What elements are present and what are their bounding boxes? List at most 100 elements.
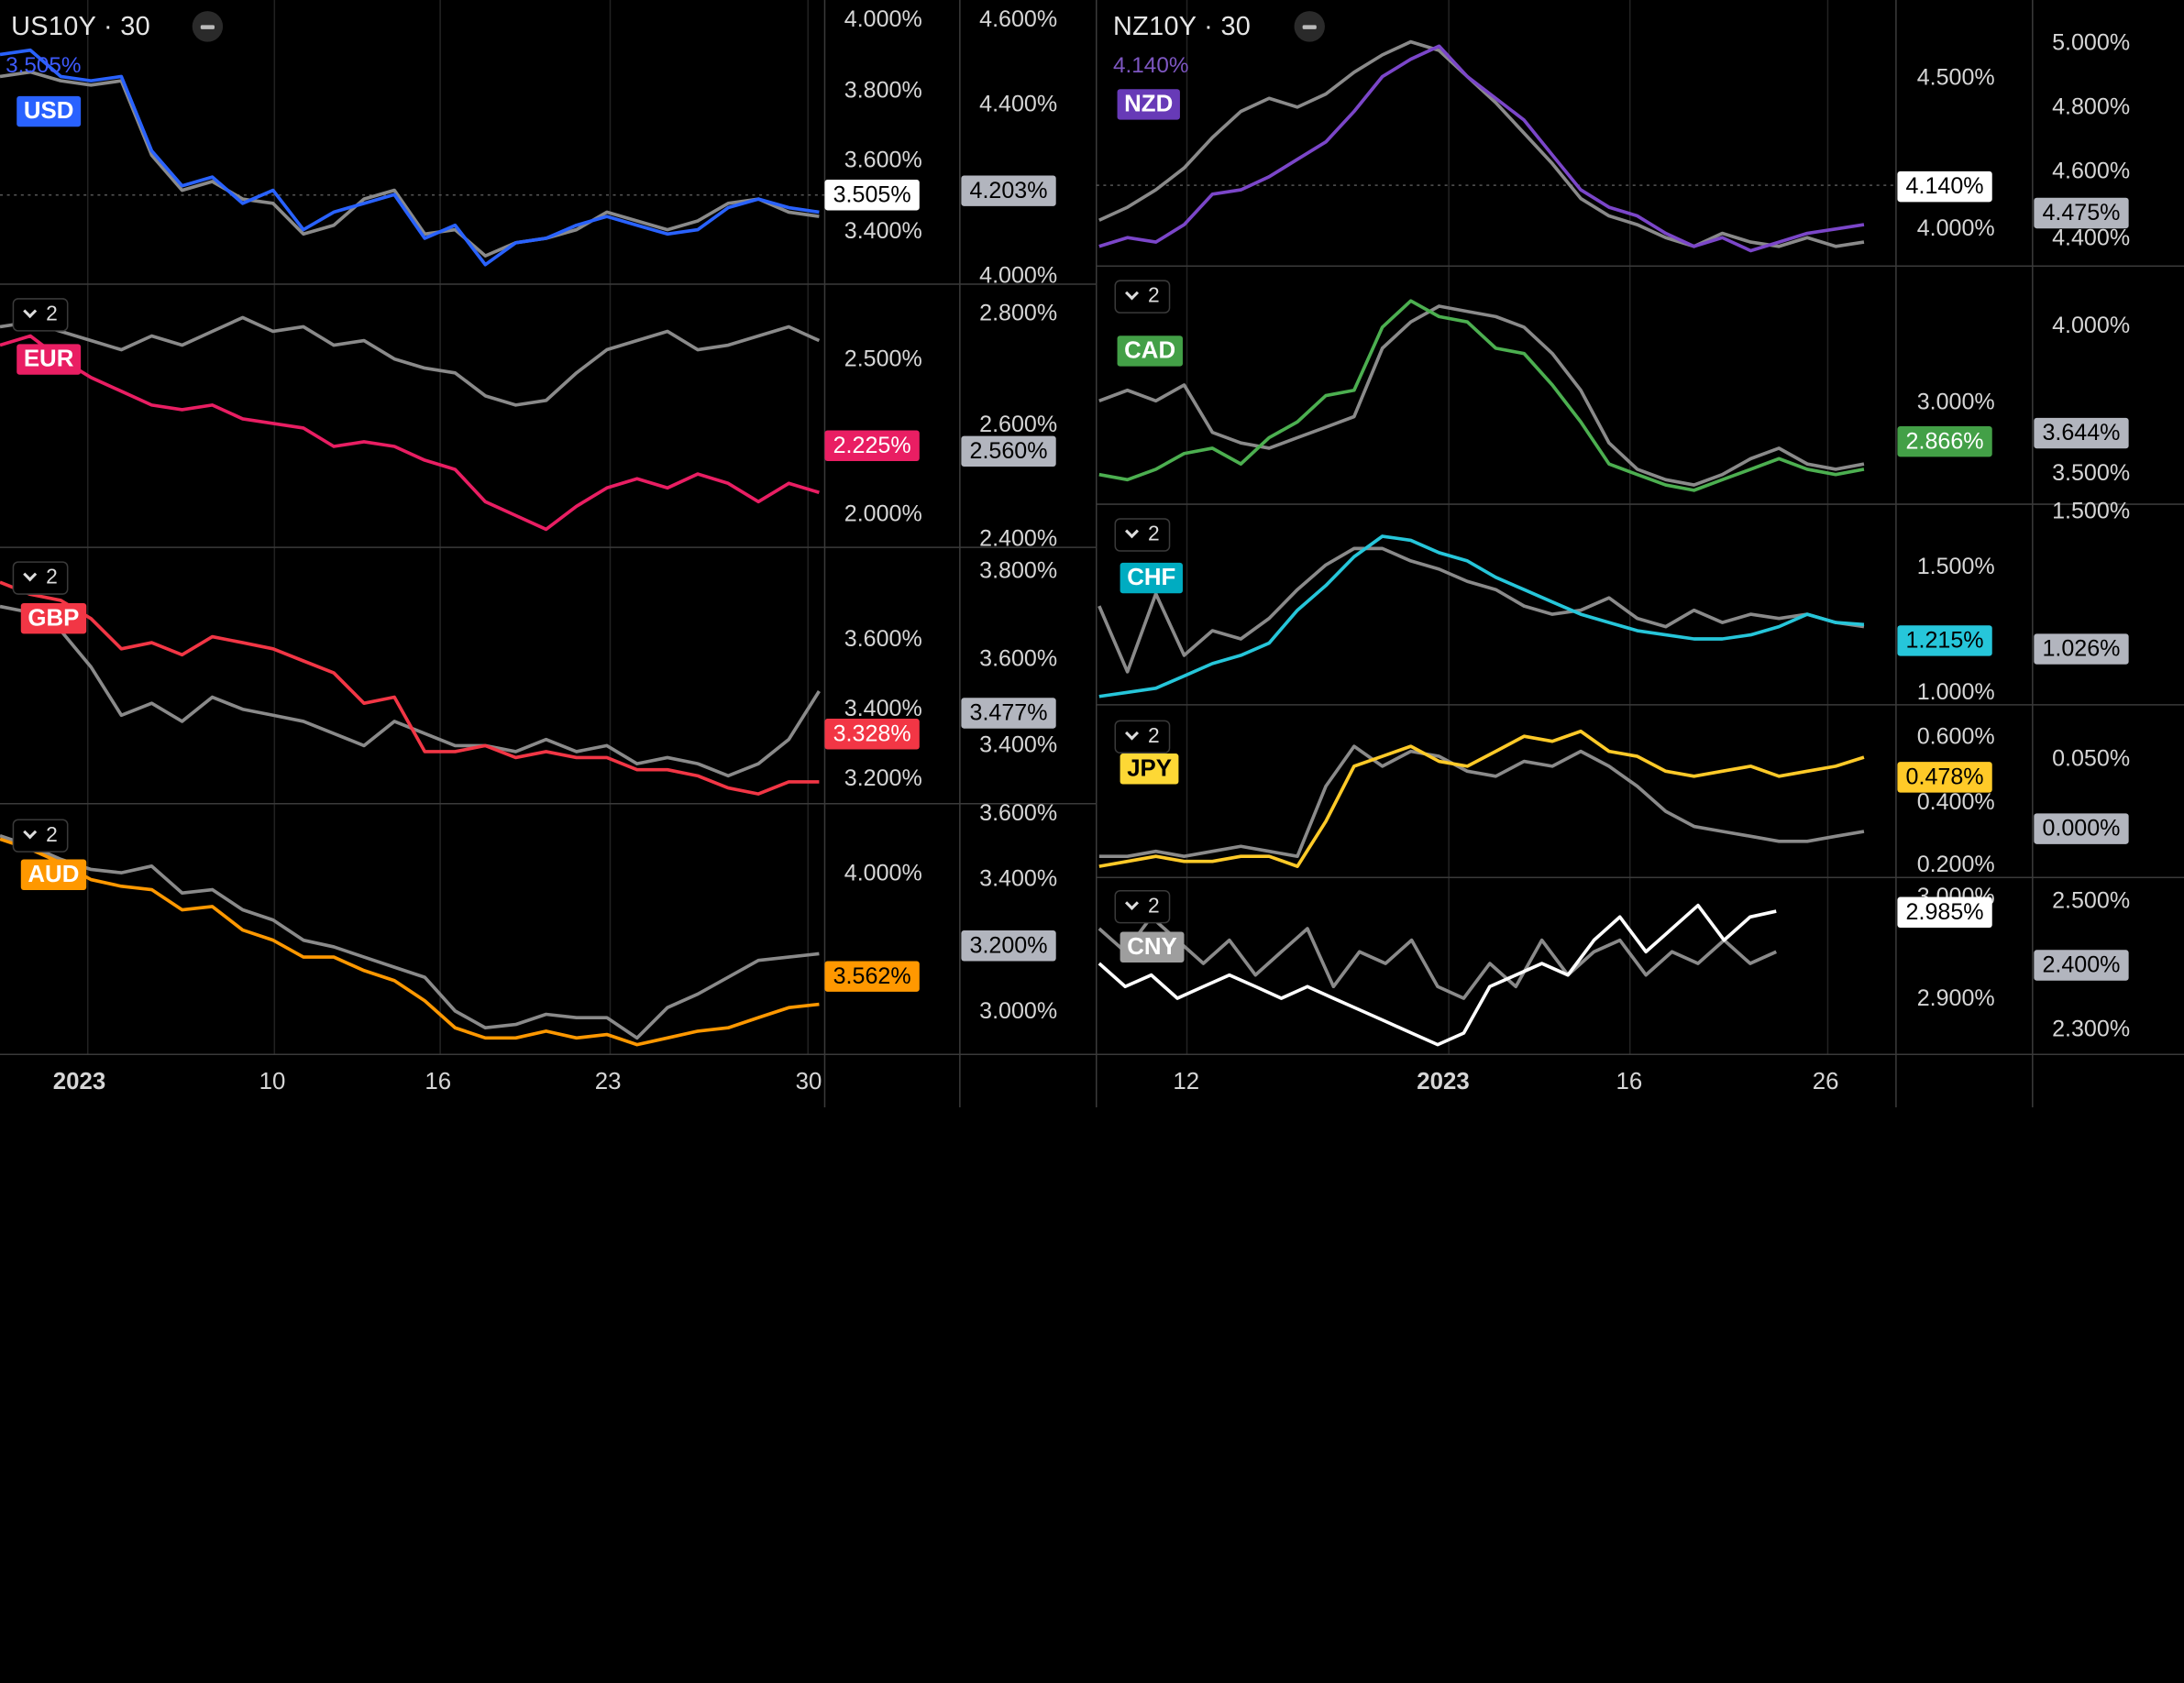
- axis-tick: 3.400%: [844, 696, 922, 722]
- comparison-line-cny[interactable]: [1098, 915, 1777, 1000]
- axis-tick: 3.800%: [979, 558, 1058, 584]
- time-tick: 26: [1812, 1068, 1839, 1095]
- series-line-chf[interactable]: [1098, 534, 1865, 698]
- price-tag: 3.328%: [824, 719, 920, 750]
- axis-tick: 4.600%: [979, 6, 1058, 32]
- axis-tick: 0.050%: [2052, 746, 2131, 772]
- last-value: 3.505%: [6, 54, 82, 79]
- pane-collapse-button[interactable]: 2: [12, 561, 69, 595]
- axis-tick: 4.800%: [2052, 94, 2131, 120]
- chart-canvas[interactable]: [0, 0, 2184, 1108]
- axis-tick: 3.600%: [844, 148, 922, 173]
- pane-label-eur: EUR: [17, 344, 81, 375]
- axis-tick: 2.800%: [979, 301, 1058, 326]
- price-tag: 2.225%: [824, 430, 920, 461]
- pane-label-usd: USD: [17, 95, 81, 127]
- time-tick: 10: [259, 1068, 286, 1095]
- chevron-down-icon: [1124, 896, 1140, 910]
- price-tag: 0.478%: [1897, 762, 1992, 793]
- comparison-line-chf[interactable]: [1098, 546, 1865, 674]
- series-line-aud[interactable]: [0, 837, 820, 1047]
- time-tick: 16: [1616, 1068, 1643, 1095]
- time-tick: 2023: [52, 1068, 106, 1095]
- series-line-nzd[interactable]: [1098, 44, 1865, 253]
- comparison-line-nzd[interactable]: [1098, 39, 1865, 248]
- chevron-down-icon: [23, 825, 38, 840]
- axis-tick: 4.400%: [2052, 226, 2131, 251]
- comparison-line-aud[interactable]: [0, 833, 820, 1040]
- price-tag: 0.000%: [2034, 813, 2129, 844]
- axis-tick: 2.900%: [1916, 985, 1995, 1012]
- pane-label-gbp: GBP: [20, 602, 86, 634]
- axis-tick: 4.000%: [2052, 313, 2131, 339]
- axis-tick: 3.800%: [844, 78, 922, 104]
- pane-collapse-button[interactable]: 2: [1114, 889, 1171, 924]
- pane-collapse-button[interactable]: 2: [12, 819, 69, 852]
- axis-tick: 3.600%: [844, 626, 922, 653]
- axis-tick: 4.000%: [1916, 215, 1995, 241]
- series-line-gbp[interactable]: [0, 580, 820, 796]
- axis-tick: 0.200%: [1916, 852, 1995, 878]
- axis-tick: 3.400%: [844, 218, 922, 244]
- axis-tick: 2.500%: [844, 346, 922, 372]
- price-tag: 4.475%: [2034, 197, 2129, 229]
- axis-tick: 4.500%: [1916, 65, 1995, 91]
- axis-tick: 2.500%: [2052, 888, 2131, 914]
- series-count: 2: [1147, 894, 1160, 918]
- symbol-name: US10Y: [11, 12, 96, 42]
- comparison-line-gbp[interactable]: [0, 604, 821, 778]
- axis-tick: 3.400%: [979, 732, 1058, 758]
- price-tag: 3.200%: [961, 930, 1056, 962]
- series-line-cad[interactable]: [1098, 299, 1865, 492]
- chevron-down-icon: [1124, 524, 1140, 539]
- time-tick: 23: [594, 1068, 622, 1095]
- series-line-usd[interactable]: [0, 48, 820, 267]
- pane-collapse-button[interactable]: 2: [1114, 280, 1171, 314]
- hide-icon[interactable]: [192, 11, 224, 42]
- time-tick: 12: [1173, 1068, 1200, 1095]
- axis-tick: 2.600%: [979, 412, 1058, 438]
- series-line-cny[interactable]: [1098, 903, 1777, 1047]
- price-tag: 2.400%: [2034, 950, 2129, 981]
- symbol-title-left[interactable]: US10Y · 30: [11, 12, 150, 42]
- hide-icon[interactable]: [1294, 11, 1325, 42]
- axis-tick: 3.400%: [979, 866, 1058, 892]
- price-tag: 4.140%: [1897, 170, 1992, 203]
- symbol-title-right[interactable]: NZ10Y · 30: [1113, 12, 1252, 42]
- axis-tick: 4.000%: [844, 6, 922, 32]
- pane-collapse-button[interactable]: 2: [12, 298, 69, 332]
- comparison-line-jpy[interactable]: [1098, 744, 1865, 859]
- axis-tick: 4.600%: [2052, 159, 2131, 184]
- comparison-line-eur[interactable]: [0, 315, 821, 407]
- pane-label-cad: CAD: [1117, 336, 1183, 367]
- pane-label-chf: CHF: [1120, 562, 1183, 594]
- axis-tick: 0.400%: [1916, 789, 1995, 815]
- axis-tick: 3.000%: [979, 998, 1058, 1024]
- price-tag: 1.026%: [2034, 633, 2129, 665]
- price-tag: 3.644%: [2034, 417, 2129, 449]
- time-tick: 2023: [1417, 1068, 1470, 1095]
- price-tag: 2.866%: [1897, 425, 1992, 457]
- pane-collapse-button[interactable]: 2: [1114, 720, 1171, 754]
- pane-collapse-button[interactable]: 2: [1114, 518, 1171, 552]
- axis-tick: 2.300%: [2052, 1017, 2131, 1042]
- axis-tick: 2.000%: [844, 501, 922, 527]
- axis-tick: 1.500%: [2052, 498, 2131, 524]
- price-tag: 4.203%: [961, 175, 1056, 206]
- series-count: 2: [1147, 283, 1160, 308]
- series-count: 2: [46, 565, 58, 589]
- symbol-name: NZ10Y: [1113, 12, 1197, 42]
- series-line-jpy[interactable]: [1098, 729, 1865, 868]
- price-tag: 2.985%: [1897, 896, 1992, 928]
- pane-label-aud: AUD: [20, 859, 86, 890]
- series-line-eur[interactable]: [0, 334, 820, 532]
- last-value: 4.140%: [1113, 54, 1189, 79]
- axis-tick: 1.500%: [1916, 554, 1995, 580]
- axis-tick: 3.600%: [979, 646, 1058, 672]
- pane-label-nzd: NZD: [1117, 89, 1180, 120]
- time-tick: 30: [795, 1068, 822, 1095]
- series-count: 2: [1147, 522, 1160, 546]
- pane-label-jpy: JPY: [1120, 754, 1179, 785]
- time-tick: 16: [425, 1068, 452, 1095]
- comparison-line-cad[interactable]: [1098, 304, 1865, 487]
